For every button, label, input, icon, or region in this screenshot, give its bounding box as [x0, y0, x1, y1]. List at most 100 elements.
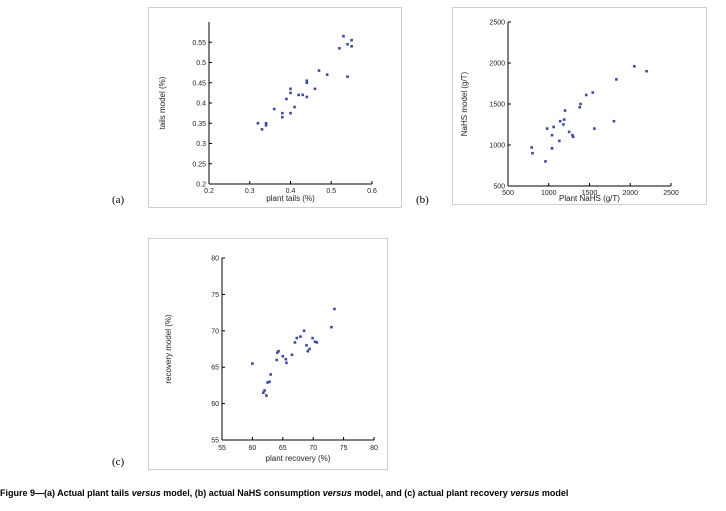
y-tick-label: 2500 — [489, 20, 505, 27]
data-point — [338, 47, 341, 50]
data-point — [265, 394, 268, 397]
data-point — [550, 146, 554, 150]
y-axis-title: NaHS model (g/T) — [460, 71, 469, 136]
data-point — [315, 341, 319, 344]
x-tick-label: 0.6 — [367, 188, 377, 195]
x-tick-label: 2500 — [663, 190, 679, 197]
data-point — [281, 115, 284, 119]
data-point — [545, 127, 549, 130]
y-tick-label: 0.45 — [192, 80, 206, 87]
y-tick-label: 55 — [211, 438, 219, 445]
points-b — [530, 64, 648, 163]
data-point — [276, 351, 279, 354]
caption-versus-2: versus — [322, 488, 352, 498]
data-point — [342, 34, 345, 38]
scatter-chart-b: 500 1000 1500 2000 2500 500 1000 1500 2000 2500 Pl… — [460, 20, 679, 204]
panel-label-a: (a) — [112, 194, 125, 206]
data-point — [563, 109, 567, 112]
data-point — [293, 341, 297, 344]
x-tick-label: 2000 — [622, 190, 638, 197]
data-point — [305, 81, 309, 85]
data-point — [313, 87, 317, 91]
data-point — [263, 389, 266, 392]
data-point — [281, 111, 284, 115]
data-point — [562, 118, 566, 121]
y-tick-label: 1000 — [489, 143, 505, 150]
data-point — [284, 357, 288, 361]
y-tick-label: 0.2 — [196, 182, 206, 189]
y-tick-label: 80 — [211, 256, 219, 263]
data-point — [579, 102, 582, 106]
data-point — [615, 78, 618, 81]
data-point — [262, 391, 265, 394]
data-point — [299, 335, 302, 338]
data-point — [333, 307, 336, 311]
data-point — [558, 139, 561, 143]
data-point — [305, 344, 308, 347]
data-point — [571, 133, 574, 137]
x-tick-label: 65 — [279, 445, 287, 452]
data-point — [268, 380, 271, 384]
data-point — [305, 95, 309, 99]
data-point — [305, 79, 309, 83]
x-tick-label: 75 — [340, 445, 348, 452]
data-point — [346, 42, 349, 46]
y-tick-label: 75 — [211, 292, 219, 299]
data-point — [256, 121, 260, 125]
x-tick-label: 0.3 — [245, 188, 255, 195]
data-point — [251, 362, 254, 365]
x-axis-title: plant recovery (%) — [266, 454, 331, 463]
data-point — [264, 121, 268, 125]
data-point — [260, 128, 264, 131]
x-tick-label: 0.4 — [286, 188, 296, 195]
data-point — [317, 69, 321, 72]
y-tick-label: 0.3 — [196, 141, 206, 148]
data-point — [275, 358, 279, 362]
data-point — [571, 135, 575, 139]
data-point — [293, 105, 296, 109]
data-point — [264, 123, 268, 127]
caption-part-1: Figure 9—(a) Actual plant tails — [0, 488, 132, 498]
data-point — [301, 93, 305, 97]
data-point — [562, 123, 565, 126]
y-tick-label: 1500 — [489, 102, 505, 109]
data-point — [350, 45, 353, 48]
data-point — [277, 349, 280, 353]
data-point — [272, 107, 276, 111]
caption-part-2: model, (b) actual NaHS consumption — [160, 488, 323, 498]
chart-panel-c: 55 60 65 70 75 80 55 60 65 70 75 80 plant recovery (… — [148, 238, 388, 470]
data-point — [578, 105, 582, 109]
data-point — [567, 130, 571, 134]
data-point — [285, 361, 288, 365]
data-point — [290, 353, 294, 357]
x-tick-label: 500 — [502, 190, 514, 197]
data-point — [313, 340, 317, 344]
chart-panel-b: 500 1000 1500 2000 2500 500 1000 1500 2000 2500 Pl… — [452, 7, 707, 205]
data-point — [308, 347, 311, 351]
caption-versus-3: versus — [510, 488, 540, 498]
data-point — [350, 38, 353, 42]
data-point — [285, 97, 288, 101]
data-point — [550, 133, 554, 137]
axes-c — [221, 257, 375, 441]
data-point — [531, 151, 534, 155]
points-c — [251, 307, 336, 397]
data-point — [593, 127, 596, 130]
y-tick-label: 0.4 — [196, 101, 206, 108]
data-point — [295, 336, 299, 340]
data-point — [558, 119, 562, 123]
panel-label-b: (b) — [416, 194, 429, 206]
data-point — [544, 160, 547, 163]
panel-label-c: (c) — [112, 456, 125, 468]
data-point — [612, 119, 616, 123]
data-point — [530, 146, 533, 149]
y-tick-label: 0.35 — [192, 121, 206, 128]
scatter-chart-a: 0.2 0.3 0.4 0.5 0.6 0.2 0.25 0.3 0.35 0.4 0.45 0.5 0… — [158, 22, 377, 203]
y-tick-label: 0.5 — [196, 60, 206, 67]
y-tick-label: 65 — [211, 365, 219, 372]
y-tick-label: 60 — [211, 401, 219, 408]
data-point — [591, 91, 595, 94]
data-point — [269, 373, 272, 376]
y-axis-title: tails model (%) — [158, 76, 167, 129]
y-axis-title: recovery model (%) — [164, 314, 173, 384]
